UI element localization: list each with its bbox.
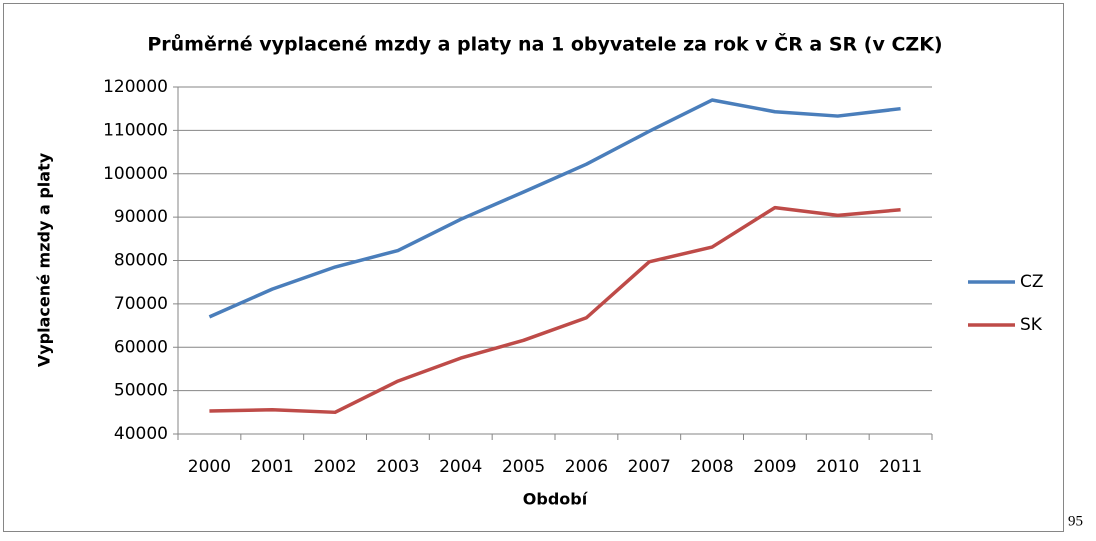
y-tick-label: 50000 [114,381,168,401]
x-tick-label: 2007 [628,457,671,477]
y-tick-label: 90000 [114,207,168,227]
legend-label: SK [1020,315,1043,335]
chart-title: Průměrné vyplacené mzdy a platy na 1 oby… [147,32,942,56]
x-tick-label: 2001 [251,457,294,477]
y-tick-label: 40000 [114,424,168,444]
x-tick-label: 2000 [188,457,231,477]
x-tick-label: 2010 [816,457,859,477]
legend-label: CZ [1020,272,1044,292]
x-tick-label: 2002 [313,457,356,477]
page-number: 95 [1068,513,1083,529]
y-tick-label: 70000 [114,294,168,314]
x-tick-label: 2003 [376,457,419,477]
chart-frame [3,3,1064,532]
x-tick-label: 2005 [502,457,545,477]
y-tick-label: 100000 [103,164,168,184]
y-tick-label: 60000 [114,337,168,357]
y-tick-label: 120000 [103,77,168,97]
x-axis-label: Období [523,490,589,509]
x-tick-label: 2004 [439,457,482,477]
y-tick-label: 80000 [114,251,168,271]
series-line [208,98,901,319]
x-tick-label: 2009 [753,457,796,477]
y-tick-label: 110000 [103,120,168,140]
x-tick-label: 2006 [565,457,608,477]
x-tick-label: 2008 [690,457,733,477]
y-axis-label: Vyplacené mzdy a platy [35,152,54,367]
x-tick-label: 2011 [879,457,922,477]
series-line [209,205,901,415]
